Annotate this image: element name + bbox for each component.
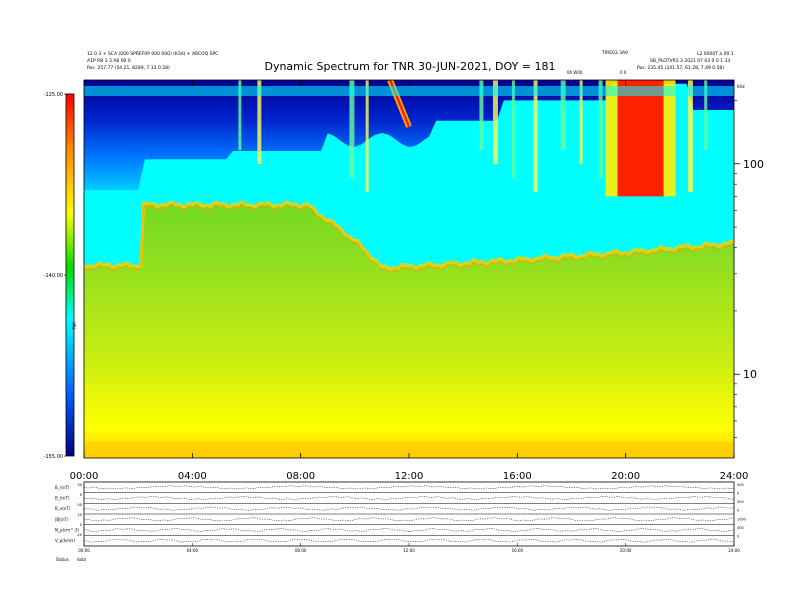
lower-left-scale: -20 <box>76 533 82 537</box>
lower-right-scale: 0 <box>737 492 739 496</box>
header-left-line2: A1P RB 3 3 A8 00 0 <box>87 58 131 64</box>
lower-row-trace <box>83 528 735 532</box>
x-tick-label: 08:00 <box>286 471 315 482</box>
lower-x-tick-label: 16:00 <box>512 548 524 553</box>
emission-striation <box>560 80 566 150</box>
emission-striation <box>238 80 242 150</box>
lower-right-scale: 1000 <box>737 517 746 521</box>
top-marker-a: 00 W00 <box>567 70 583 75</box>
lower-panel: B_r(nT) B_t(nT) B_n(nT) |B|(nT) N_p(cm^-3) V_… <box>55 481 746 562</box>
colorbar <box>65 93 75 457</box>
header-right-line4: Pos. 235.45 (241.57, 61.28, 7.49 0.58) <box>637 65 724 71</box>
background-boundary <box>84 200 734 272</box>
emission-striation <box>511 80 515 178</box>
lower-row-label: |B|(nT) <box>55 517 69 522</box>
lower-x-tick-label: 20:00 <box>620 548 632 553</box>
upper-cyan-stripe <box>84 86 734 96</box>
header-left-line1: 12 0.3 + SCA (000 SPREF0P 000 000) (K3d)… <box>87 51 218 57</box>
lower-right-scale: 0 <box>737 509 739 513</box>
colorbar-tick-label: -140.00 <box>44 273 63 279</box>
emission-striation <box>704 80 708 150</box>
header-right-line3: SB_PLOTVR3 3 2021 07 03 0 0 1 33 <box>650 58 730 64</box>
lower-left-scale: -50 <box>76 503 82 507</box>
y-tick-label: 10 <box>743 368 757 381</box>
emission-striation <box>257 80 262 164</box>
footer-left: Status <box>56 557 69 562</box>
lower-row-label: N_p(cm^-3) <box>55 528 80 533</box>
colorbar-tick-label: -155.00 <box>44 454 63 460</box>
lower-row-trace <box>83 517 735 522</box>
colorbar-label: TNR <box>72 322 77 331</box>
colorbar-ticks: -125.00 -140.00 -155.00 <box>44 92 66 460</box>
lower-left-scale: 0 <box>80 523 82 527</box>
x-tick-label: 24:00 <box>720 471 749 482</box>
low-freq-dark-region <box>84 80 734 191</box>
top-right-unit: KHz <box>737 84 745 89</box>
lower-x-tick-label: 24:00 <box>728 548 740 553</box>
lower-panel-rows: B_r(nT) B_t(nT) B_n(nT) |B|(nT) N_p(cm^-3) V_… <box>55 483 746 543</box>
header-left-line3: Pos. 257.77 (54.21, 8289, 7.13 0.58) <box>87 65 170 71</box>
emission-core <box>617 80 664 197</box>
emission-striation <box>492 80 498 164</box>
emission-striation <box>365 80 369 192</box>
x-tick-label: 00:00 <box>70 471 99 482</box>
chart-title: Dynamic Spectrum for TNR 30-JUN-2021, DO… <box>264 60 555 73</box>
lower-panel-ticks: 00:00 04:00 08:00 12:00 16:00 20:00 24:00 <box>78 543 740 553</box>
top-marker-b: 0 0 <box>620 70 627 75</box>
lower-row-label: B_t(nT) <box>55 496 70 501</box>
lower-row-trace <box>83 506 735 511</box>
emission-striation <box>687 80 693 192</box>
lower-row-label: B_r(nT) <box>55 485 70 490</box>
y-tick-label: 100 <box>743 158 764 171</box>
lower-row-trace <box>83 538 735 543</box>
lower-x-tick-label: 08:00 <box>295 548 307 553</box>
x-axis: 00:00 04:00 08:00 12:00 16:00 20:00 24:00 <box>70 80 749 482</box>
lower-x-tick-label: 12:00 <box>403 548 415 553</box>
lower-right-scale: 500 <box>737 500 744 504</box>
lower-x-tick-label: 00:00 <box>78 548 90 553</box>
lower-x-tick-label: 04:00 <box>187 548 199 553</box>
header-right-line2: L2 0000T a 00 1 <box>697 51 734 57</box>
emission-striation <box>579 80 583 164</box>
x-tick-label: 16:00 <box>503 471 532 482</box>
emission-features <box>84 80 734 197</box>
x-tick-label: 20:00 <box>611 471 640 482</box>
header-right-line1: TIRE03 3A0 <box>601 50 628 56</box>
emission-striation <box>479 80 484 150</box>
lower-left-scale: 20 <box>78 513 82 517</box>
x-tick-label: 12:00 <box>395 471 424 482</box>
y-axis: 10 100 <box>734 100 764 438</box>
colorbar-tick-label: -125.00 <box>44 92 63 98</box>
lower-right-scale: 500 <box>737 483 744 487</box>
lower-left-scale: 50 <box>78 483 82 487</box>
bottom-band <box>84 442 734 458</box>
lower-right-scale: 0 <box>737 534 739 538</box>
lower-left-scale: 0 <box>80 493 82 497</box>
background-boundary-edge <box>84 204 734 274</box>
emission-striation <box>349 80 355 178</box>
lower-right-scale: 500 <box>737 526 744 530</box>
lower-row-label: V_p(km/s) <box>55 538 75 543</box>
lower-row-label: B_n(nT) <box>55 506 71 511</box>
emission-striation <box>598 80 603 178</box>
footer-right: data <box>77 557 87 562</box>
x-tick-label: 04:00 <box>178 471 207 482</box>
spectrogram <box>84 80 734 458</box>
emission-striation <box>533 80 538 192</box>
